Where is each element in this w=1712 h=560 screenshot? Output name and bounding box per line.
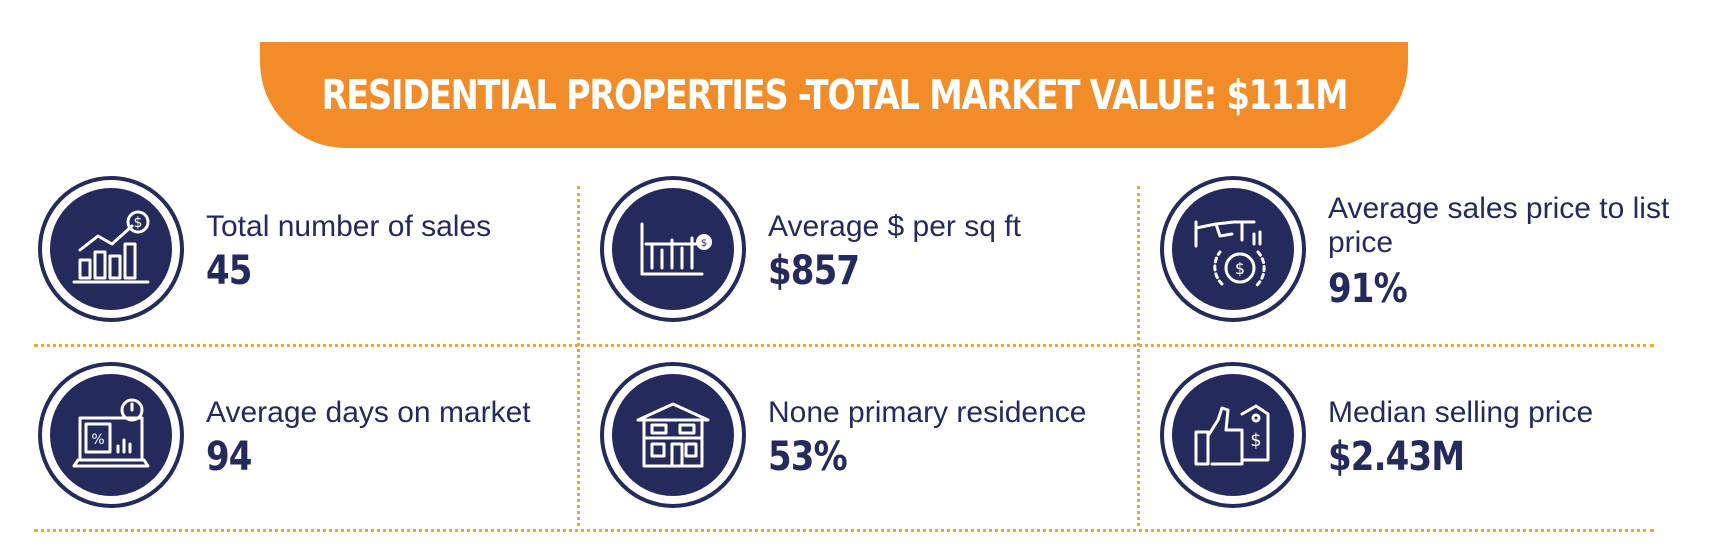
row-divider — [34, 344, 1654, 347]
stat-value: $857 — [768, 248, 860, 294]
stat-sale-to-list: $ Average sales price to list price 91% — [1160, 176, 1710, 346]
svg-text:$: $ — [701, 238, 707, 249]
badge: $ — [1160, 362, 1306, 508]
row-divider — [34, 529, 1654, 532]
stat-value: 91% — [1328, 266, 1408, 312]
stat-label: Average sales price to list price — [1328, 192, 1670, 259]
thumbs-up-tag-icon: $ — [1194, 404, 1270, 466]
stat-days-on-market: % Average days on market 94 — [38, 362, 588, 532]
stat-label: Average days on market — [206, 396, 531, 429]
svg-text:%: % — [91, 432, 104, 448]
stat-label: None primary residence — [768, 396, 1087, 429]
laptop-timer-icon: % — [72, 398, 150, 468]
stat-label: Average $ per sq ft — [768, 210, 1021, 243]
hand-coin-icon: $ — [1194, 220, 1266, 288]
svg-text:$: $ — [1250, 430, 1261, 451]
stat-total-sales: $ Total number of sales 45 — [38, 176, 588, 346]
svg-text:$: $ — [134, 215, 143, 231]
bar-chart-coin-icon: $ — [640, 222, 712, 276]
badge: $ — [600, 176, 746, 322]
badge: $ — [1160, 176, 1306, 322]
stat-label: Total number of sales — [206, 210, 492, 243]
badge: % — [38, 362, 184, 508]
stat-value: 94 — [206, 434, 252, 480]
growth-chart-dollar-icon: $ — [72, 210, 150, 284]
stat-non-primary: None primary residence 53% — [600, 362, 1150, 532]
column-divider — [1137, 186, 1140, 526]
stat-value: 45 — [206, 248, 252, 294]
stat-avg-per-sqft: $ Average $ per sq ft $857 — [600, 176, 1150, 346]
badge: $ — [38, 176, 184, 322]
svg-text:$: $ — [1235, 259, 1245, 278]
house-icon — [636, 402, 710, 468]
stat-median-price: $ Median selling price $2.43M — [1160, 362, 1710, 532]
column-divider — [577, 186, 580, 526]
stat-value: 53% — [768, 434, 848, 480]
stat-value: $2.43M — [1328, 434, 1465, 480]
badge — [600, 362, 746, 508]
stat-label: Median selling price — [1328, 396, 1594, 429]
banner-title: RESIDENTIAL PROPERTIES -TOTAL MARKET VAL… — [321, 71, 1348, 119]
title-banner: RESIDENTIAL PROPERTIES -TOTAL MARKET VAL… — [260, 42, 1408, 148]
